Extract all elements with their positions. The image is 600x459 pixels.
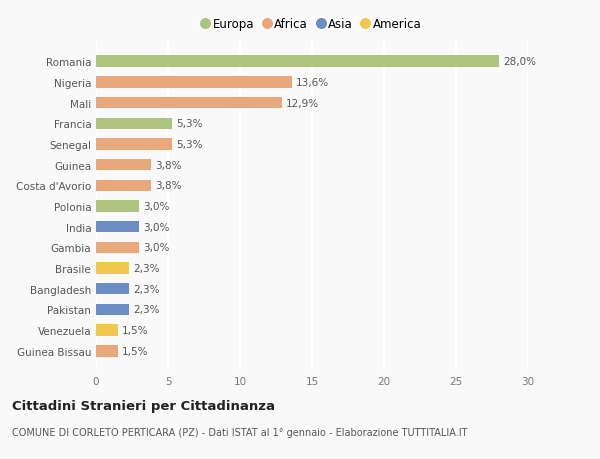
Text: 3,0%: 3,0% [143,222,170,232]
Bar [96,222,139,233]
Bar [96,304,129,315]
Bar [96,118,172,129]
Text: 28,0%: 28,0% [503,57,536,67]
Bar [96,201,139,212]
Text: 5,3%: 5,3% [176,140,203,150]
Text: Cittadini Stranieri per Cittadinanza: Cittadini Stranieri per Cittadinanza [12,399,275,412]
Text: COMUNE DI CORLETO PERTICARA (PZ) - Dati ISTAT al 1° gennaio - Elaborazione TUTTI: COMUNE DI CORLETO PERTICARA (PZ) - Dati … [12,427,467,437]
Bar [96,56,499,67]
Bar [96,180,151,191]
Text: 13,6%: 13,6% [296,78,329,88]
Text: 12,9%: 12,9% [286,98,319,108]
Bar [96,98,282,109]
Bar [96,139,172,150]
Bar [96,346,118,357]
Text: 2,3%: 2,3% [133,284,160,294]
Bar [96,160,151,171]
Bar [96,77,292,88]
Text: 1,5%: 1,5% [122,346,148,356]
Text: 2,3%: 2,3% [133,305,160,315]
Text: 2,3%: 2,3% [133,263,160,274]
Bar [96,242,139,253]
Text: 3,0%: 3,0% [143,202,170,212]
Text: 3,8%: 3,8% [155,181,182,191]
Text: 3,8%: 3,8% [155,160,182,170]
Text: 1,5%: 1,5% [122,325,148,336]
Bar [96,263,129,274]
Text: 3,0%: 3,0% [143,243,170,253]
Bar [96,284,129,295]
Bar [96,325,118,336]
Text: 5,3%: 5,3% [176,119,203,129]
Legend: Europa, Africa, Asia, America: Europa, Africa, Asia, America [199,14,425,34]
